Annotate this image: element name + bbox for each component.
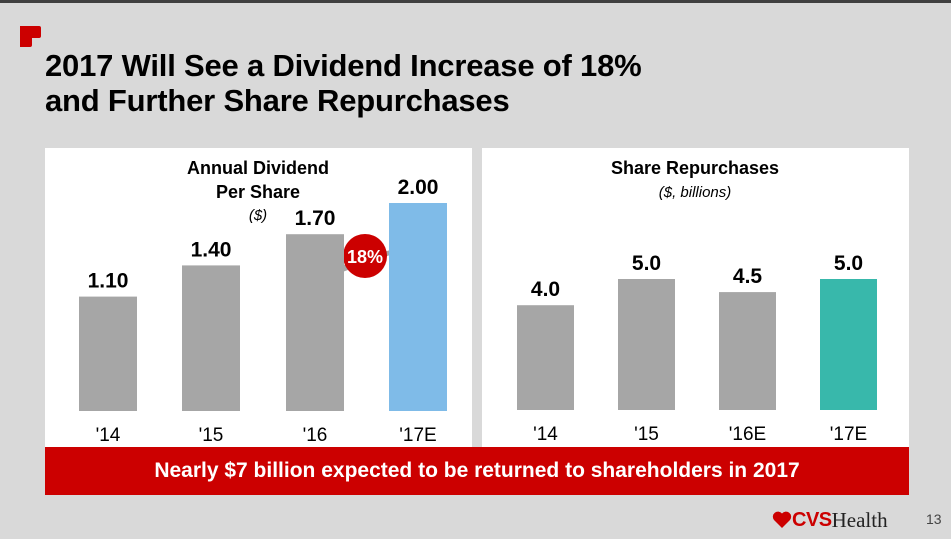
data-label: 5.0 bbox=[834, 252, 863, 275]
dividend-panel: Annual Dividend Per Share ($) 18% 1.10 '1… bbox=[45, 148, 472, 447]
chart-subtitle: ($, billions) bbox=[659, 184, 732, 201]
heart-icon bbox=[772, 511, 792, 528]
slide-title: 2017 Will See a Dividend Increase of 18%… bbox=[45, 48, 642, 118]
data-label: 2.00 bbox=[398, 176, 439, 199]
data-label: 5.0 bbox=[632, 252, 661, 275]
x-tick-label: '14 bbox=[533, 424, 558, 445]
cvs-health-logo: CVS Health bbox=[772, 508, 888, 532]
data-label: 1.40 bbox=[191, 238, 232, 261]
x-tick-label: '16E bbox=[729, 424, 766, 445]
data-label: 1.10 bbox=[88, 270, 129, 293]
repurchase-panel: Share Repurchases ($, billions) 4.0 '14 5.… bbox=[482, 148, 909, 447]
chart-title: Annual Dividend bbox=[187, 158, 329, 178]
x-tick-label: '14 bbox=[96, 425, 121, 446]
dividend-chart: Annual Dividend Per Share ($) 18% 1.10 '1… bbox=[79, 158, 447, 446]
bar-14 bbox=[79, 296, 137, 411]
title-line-1: 2017 Will See a Dividend Increase of 18% bbox=[45, 48, 642, 83]
page-number: 13 bbox=[926, 511, 942, 527]
bar-16E bbox=[719, 292, 776, 410]
bar-16 bbox=[286, 234, 344, 411]
bar-15 bbox=[182, 265, 240, 411]
x-tick-label: '15 bbox=[634, 424, 659, 445]
chart-title: Share Repurchases bbox=[611, 158, 779, 178]
bar-17E bbox=[820, 279, 877, 410]
x-tick-label: '16 bbox=[303, 425, 328, 446]
x-tick-label: '17E bbox=[399, 425, 436, 446]
bar-14 bbox=[517, 305, 574, 410]
chart-title-line-2: Per Share bbox=[216, 182, 300, 202]
bar-17E bbox=[389, 203, 447, 411]
growth-badge-label: 18% bbox=[347, 247, 383, 267]
chart-subtitle: ($) bbox=[249, 207, 267, 224]
data-label: 4.5 bbox=[733, 265, 763, 288]
x-tick-label: '15 bbox=[199, 425, 224, 446]
top-border bbox=[0, 0, 951, 3]
bar-15 bbox=[618, 279, 675, 410]
repurchase-chart: Share Repurchases ($, billions) 4.0 '14 5.… bbox=[517, 158, 877, 445]
growth-badge bbox=[343, 234, 387, 278]
summary-banner: Nearly $7 billion expected to be returne… bbox=[45, 447, 909, 495]
cvs-corner-logo-icon bbox=[20, 26, 41, 47]
title-line-2: and Further Share Repurchases bbox=[45, 83, 510, 118]
x-tick-label: '17E bbox=[830, 424, 867, 445]
brand-health: Health bbox=[831, 507, 888, 532]
brand-cvs: CVS bbox=[792, 508, 832, 531]
data-label: 1.70 bbox=[295, 207, 336, 230]
data-label: 4.0 bbox=[531, 278, 560, 301]
